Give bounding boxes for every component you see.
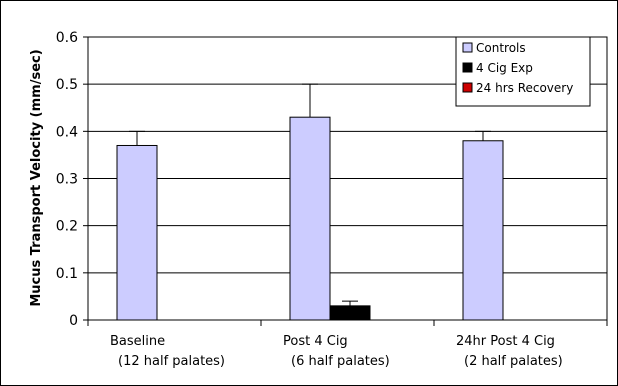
x-category-label: Baseline	[110, 334, 165, 349]
y-axis-ticks: 0 0.1 0.2 0.3 0.4 0.5 0.6	[56, 30, 88, 329]
legend-box	[455, 36, 591, 107]
x-category-sublabel: (2 half palates)	[464, 354, 563, 369]
y-tick-label: 0.6	[56, 30, 78, 46]
legend-label: 24 hrs Recovery	[476, 81, 573, 95]
legend-label: 4 Cig Exp	[476, 61, 533, 75]
legend-swatch	[462, 62, 473, 73]
legend-items: Controls 4 Cig Exp 24 hrs Recovery	[462, 41, 573, 95]
y-tick-label: 0.3	[56, 172, 78, 188]
bar	[116, 144, 158, 321]
x-category-sublabel: (6 half palates)	[291, 354, 390, 369]
y-axis-title: Mucus Transport Velocity (mm/sec)	[29, 49, 44, 306]
x-category-label: 24hr Post 4 Cig	[456, 334, 555, 349]
legend-swatch	[462, 82, 473, 93]
y-tick-label: 0.4	[56, 124, 78, 140]
legend-swatch	[462, 42, 473, 53]
x-category-sublabel: (12 half palates)	[118, 354, 225, 369]
bar	[329, 305, 371, 321]
x-axis-categories: Baseline (12 half palates) Post 4 Cig (6 ha…	[87, 320, 608, 369]
bar	[462, 140, 504, 321]
y-tick-label: 0	[69, 313, 78, 329]
x-category-label: Post 4 Cig	[283, 334, 348, 349]
bar	[289, 116, 331, 321]
y-tick-label: 0.1	[56, 266, 78, 282]
legend: Controls 4 Cig Exp 24 hrs Recovery	[455, 36, 591, 107]
y-tick-label: 0.2	[56, 219, 78, 235]
legend-label: Controls	[476, 41, 526, 55]
bars-group	[116, 83, 504, 321]
y-tick-label: 0.5	[56, 77, 78, 93]
